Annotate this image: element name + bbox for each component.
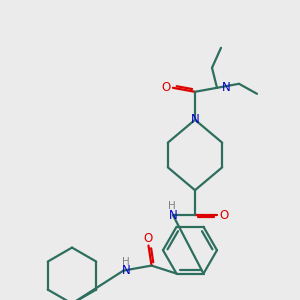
Text: H: H — [122, 256, 129, 267]
Text: O: O — [161, 81, 171, 94]
Text: N: N — [169, 209, 177, 222]
Text: O: O — [219, 209, 229, 222]
Text: O: O — [144, 232, 153, 245]
Text: H: H — [168, 201, 176, 211]
Text: N: N — [222, 81, 231, 94]
Text: N: N — [190, 113, 200, 126]
Text: N: N — [122, 264, 131, 277]
